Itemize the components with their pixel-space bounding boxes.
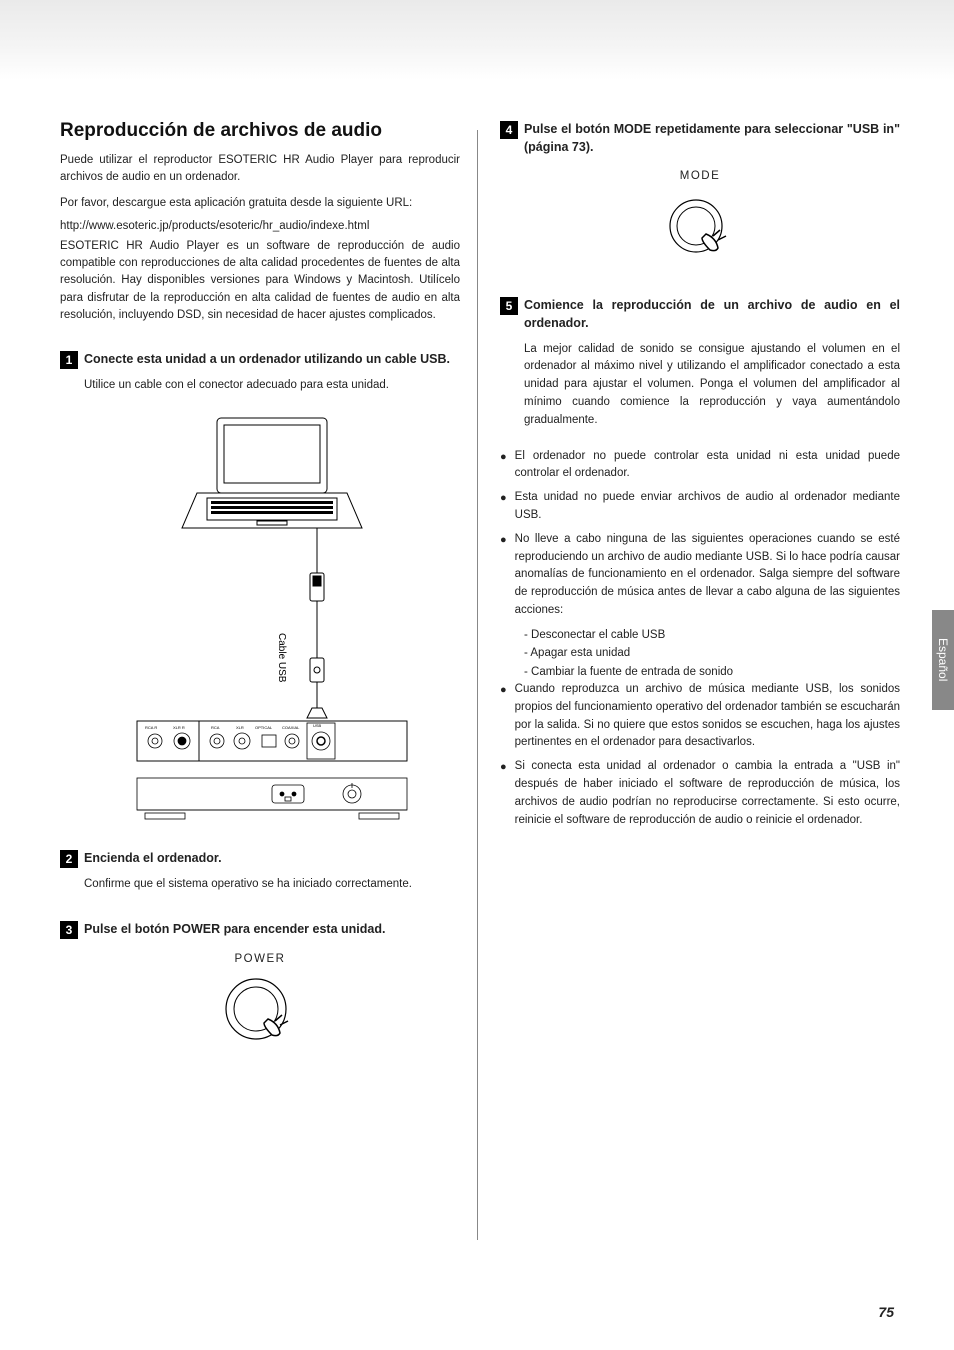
sub-item: - Desconectar el cable USB (524, 626, 900, 644)
svg-text:COAXIAL: COAXIAL (282, 725, 300, 730)
left-column: Reproducción de archivos de audio Puede … (60, 120, 460, 1065)
power-button-diagram (60, 973, 460, 1053)
step-number-badge: 4 (500, 121, 518, 139)
step-2: 2 Encienda el ordenador. Confirme que el… (60, 849, 460, 894)
step-number-badge: 1 (60, 351, 78, 369)
download-url: http://www.esoteric.jp/products/esoteric… (60, 220, 460, 232)
step-1-head: 1 Conecte esta unidad a un ordenador uti… (60, 350, 460, 369)
step-5-title: Comience la reproducción de un archivo d… (524, 296, 900, 332)
step-5-body: La mejor calidad de sonido se consigue a… (524, 341, 900, 430)
list-item: ● Cuando reproduzca un archivo de música… (500, 681, 900, 752)
step-5: 5 Comience la reproducción de un archivo… (500, 296, 900, 429)
bullet-icon: ● (500, 758, 507, 829)
power-label: POWER (60, 953, 460, 965)
step-3-title: Pulse el botón POWER para encender esta … (84, 920, 460, 938)
usb-connection-diagram: Cable USB (84, 413, 460, 823)
language-tab: Español (932, 610, 954, 710)
right-column: 4 Pulse el botón MODE repetidamente para… (500, 120, 900, 1065)
step-3: 3 Pulse el botón POWER para encender est… (60, 920, 460, 1053)
notes-list: ● El ordenador no puede controlar esta u… (500, 448, 900, 830)
step-1-title: Conecte esta unidad a un ordenador utili… (84, 350, 460, 368)
step-1: 1 Conecte esta unidad a un ordenador uti… (60, 350, 460, 823)
sub-list: - Desconectar el cable USB - Apagar esta… (524, 626, 900, 681)
bullet-text: El ordenador no puede controlar esta uni… (515, 448, 900, 484)
svg-text:OPTICAL: OPTICAL (255, 725, 273, 730)
list-item: ● El ordenador no puede controlar esta u… (500, 448, 900, 484)
bullet-icon: ● (500, 489, 507, 525)
list-item: ● Si conecta esta unidad al ordenador o … (500, 758, 900, 829)
step-2-body: Confirme que el sistema operativo se ha … (84, 876, 460, 894)
bullet-icon: ● (500, 448, 507, 484)
step-number-badge: 2 (60, 850, 78, 868)
step-3-head: 3 Pulse el botón POWER para encender est… (60, 920, 460, 939)
bullet-text: Cuando reproduzca un archivo de música m… (515, 681, 900, 752)
column-divider (477, 130, 478, 1240)
intro-paragraph-2: Por favor, descargue esta aplicación gra… (60, 195, 460, 212)
step-1-body: Utilice un cable con el conector adecuad… (84, 377, 460, 395)
bullet-text: Si conecta esta unidad al ordenador o ca… (515, 758, 900, 829)
mode-button-diagram (500, 190, 900, 270)
list-item: ● Esta unidad no puede enviar archivos d… (500, 489, 900, 525)
intro-paragraph-1: Puede utilizar el reproductor ESOTERIC H… (60, 152, 460, 187)
step-4-title: Pulse el botón MODE repetidamente para s… (524, 120, 900, 156)
page-title: Reproducción de archivos de audio (60, 120, 460, 142)
step-2-head: 2 Encienda el ordenador. (60, 849, 460, 868)
intro-paragraph-3: ESOTERIC HR Audio Player es un software … (60, 238, 460, 324)
step-number-badge: 5 (500, 297, 518, 315)
step-2-title: Encienda el ordenador. (84, 849, 460, 867)
header-band (0, 0, 954, 80)
bullet-text: No lleve a cabo ninguna de las siguiente… (515, 531, 900, 620)
mode-label: MODE (500, 170, 900, 182)
bullet-icon: ● (500, 531, 507, 620)
page-number: 75 (878, 1304, 894, 1320)
cable-label: Cable USB (276, 633, 287, 683)
step-5-head: 5 Comience la reproducción de un archivo… (500, 296, 900, 332)
svg-text:XLR: XLR (236, 725, 244, 730)
step-number-badge: 3 (60, 921, 78, 939)
sub-item: - Apagar esta unidad (524, 644, 900, 662)
sub-item: - Cambiar la fuente de entrada de sonido (524, 663, 900, 681)
bullet-icon: ● (500, 681, 507, 752)
list-item: ● No lleve a cabo ninguna de las siguien… (500, 531, 900, 620)
svg-text:USB: USB (313, 723, 322, 728)
svg-text:RCA: RCA (211, 725, 220, 730)
step-4: 4 Pulse el botón MODE repetidamente para… (500, 120, 900, 270)
step-4-head: 4 Pulse el botón MODE repetidamente para… (500, 120, 900, 156)
svg-text:RCA R: RCA R (145, 725, 157, 730)
svg-text:XLR R: XLR R (173, 725, 185, 730)
bullet-text: Esta unidad no puede enviar archivos de … (515, 489, 900, 525)
